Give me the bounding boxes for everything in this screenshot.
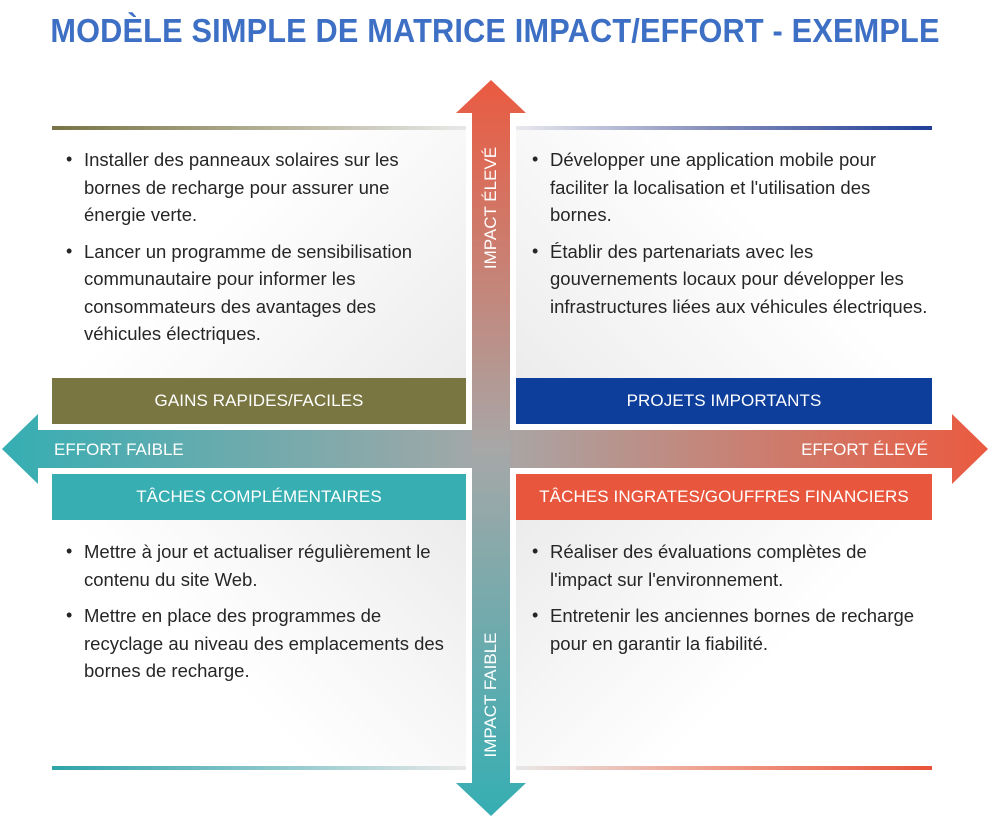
fill-ins-list: Mettre à jour et actualiser régulièremen… [64, 538, 454, 694]
major-projects-label: PROJETS IMPORTANTS [516, 378, 932, 424]
impact-high-label: IMPACT ÉLEVÉ [481, 146, 500, 270]
effort-low-label: EFFORT FAIBLE [54, 440, 184, 459]
impact-low-label: IMPACT FAIBLE [481, 632, 500, 758]
effort-high-label: EFFORT ÉLEVÉ [801, 440, 928, 459]
quadrant-top-rule-right [516, 126, 932, 130]
thankless-tasks-label: TÂCHES INGRATES/GOUFFRES FINANCIERS [516, 474, 932, 520]
thankless-tasks-list: Réaliser des évaluations complètes de l'… [530, 538, 925, 666]
list-item: Réaliser des évaluations complètes de l'… [530, 538, 925, 593]
quick-wins-label: GAINS RAPIDES/FACILES [52, 378, 466, 424]
page-title: MODÈLE SIMPLE DE MATRICE IMPACT/EFFORT -… [50, 12, 940, 49]
list-item: Mettre en place des programmes de recycl… [64, 602, 454, 685]
fill-ins-label: TÂCHES COMPLÉMENTAIRES [52, 474, 466, 520]
major-projects-list: Développer une application mobile pour f… [530, 146, 928, 329]
list-item: Installer des panneaux solaires sur les … [64, 146, 448, 229]
list-item: Entretenir les anciennes bornes de recha… [530, 602, 925, 657]
list-item: Mettre à jour et actualiser régulièremen… [64, 538, 454, 593]
quick-wins-list: Installer des panneaux solaires sur les … [64, 146, 448, 357]
vertical-axis-arrow [456, 80, 526, 816]
list-item: Établir des partenariats avec les gouver… [530, 238, 928, 321]
quadrant-bottom-rule-right [516, 766, 932, 770]
quadrant-bottom-rule-left [52, 766, 466, 770]
list-item: Lancer un programme de sensibilisation c… [64, 238, 448, 348]
quadrant-top-rule-left [52, 126, 466, 130]
list-item: Développer une application mobile pour f… [530, 146, 928, 229]
